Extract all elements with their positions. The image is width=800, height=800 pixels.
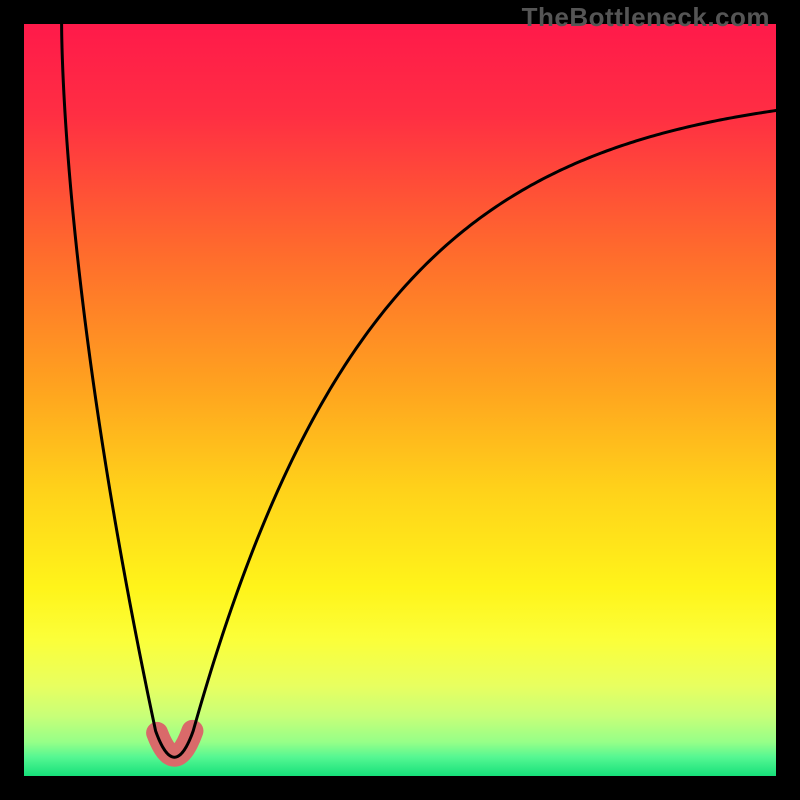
chart-svg <box>24 24 776 776</box>
gradient-background <box>24 24 776 776</box>
watermark-text: TheBottleneck.com <box>522 2 770 33</box>
plot-area <box>24 24 776 776</box>
chart-frame: TheBottleneck.com <box>0 0 800 800</box>
